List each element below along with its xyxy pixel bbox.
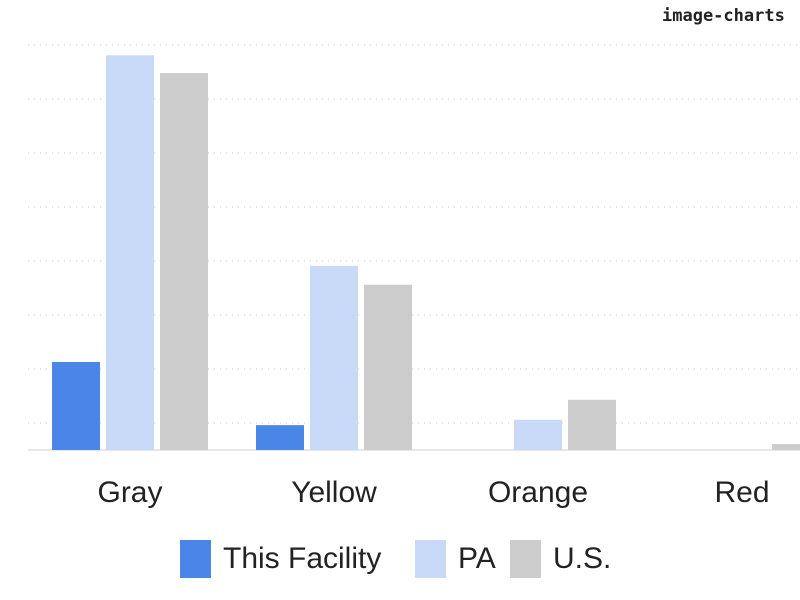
bar bbox=[568, 399, 616, 450]
bar bbox=[310, 265, 358, 450]
legend-swatch bbox=[180, 540, 211, 578]
bar bbox=[52, 361, 100, 450]
x-tick-label: Orange bbox=[488, 476, 588, 509]
bar bbox=[514, 419, 562, 450]
legend-swatch bbox=[510, 540, 541, 578]
bar bbox=[160, 73, 208, 450]
x-tick-label: Gray bbox=[97, 476, 162, 509]
legend-label: This Facility bbox=[223, 542, 381, 575]
legend-label: U.S. bbox=[553, 542, 611, 575]
x-tick-label: Yellow bbox=[291, 476, 377, 509]
x-tick-label: Red bbox=[714, 476, 769, 509]
bar bbox=[256, 425, 304, 450]
watermark: image-charts bbox=[662, 6, 785, 26]
bar bbox=[106, 55, 154, 450]
legend-swatch bbox=[415, 540, 446, 578]
bar bbox=[364, 284, 412, 450]
bar bbox=[772, 444, 800, 450]
legend-label: PA bbox=[458, 542, 496, 575]
